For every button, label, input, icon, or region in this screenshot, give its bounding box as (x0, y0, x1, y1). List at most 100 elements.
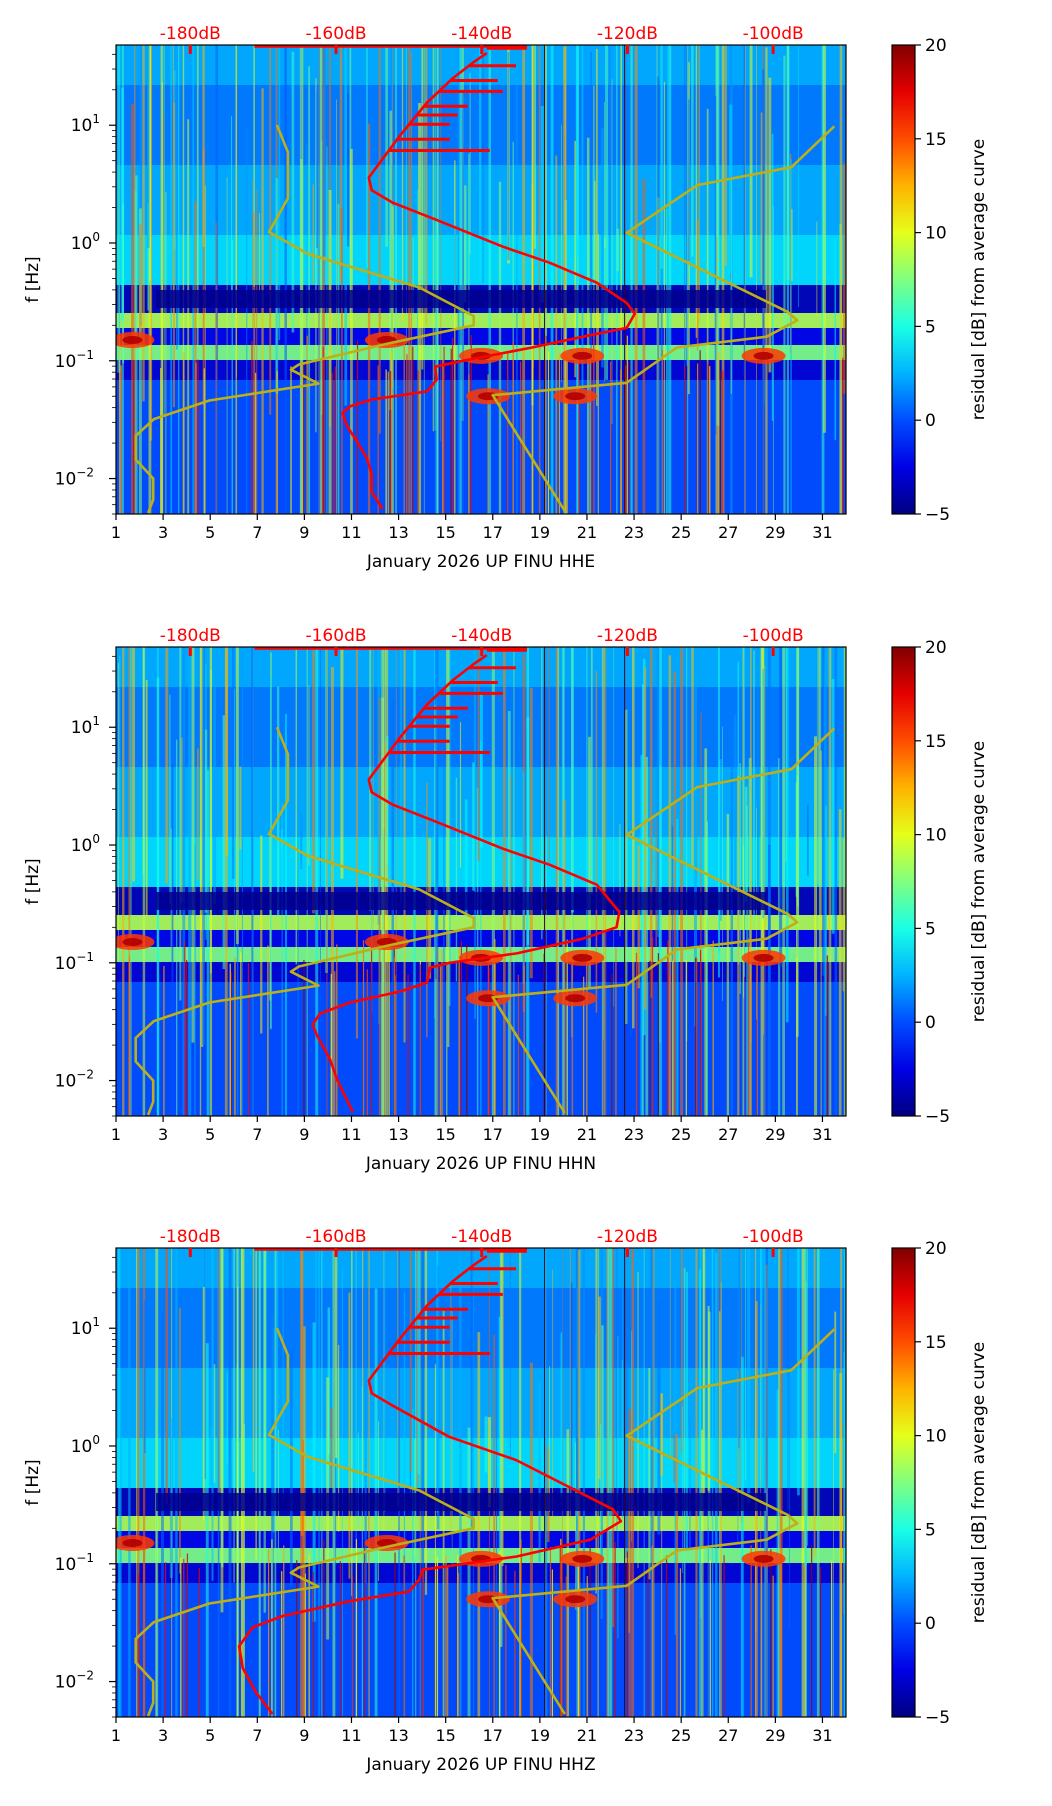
y-axis-tick-label: 10−2 (55, 1669, 94, 1693)
nhnm-curve (491, 727, 836, 1114)
colorbar-tick-label: 20 (925, 36, 947, 56)
colorbar-tick-label: 20 (925, 1239, 947, 1259)
colorbar (891, 44, 916, 515)
colorbar (891, 646, 916, 1117)
colorbar-tick-label: 5 (925, 919, 936, 939)
x-axis-tick-label: 1 (111, 523, 121, 542)
x-axis-tick-label: 15 (435, 523, 455, 542)
x-axis-tick-label: 31 (812, 523, 832, 542)
y-axis-tick-label: 10−1 (55, 348, 94, 372)
y-axis-tick-label: 10−2 (55, 466, 94, 490)
colorbar-tick-label: 10 (925, 224, 947, 244)
colorbar-label: residual [dB] from average curve (969, 741, 989, 1022)
x-axis-tick-label: 21 (577, 1125, 597, 1144)
x-axis-tick-label: 1 (111, 1125, 121, 1144)
x-axis-tick-label: 27 (718, 1125, 738, 1144)
y-axis-tick-label: 10−2 (55, 1068, 94, 1092)
nlnm-curve (134, 726, 476, 1116)
x-axis-tick-label: 15 (435, 1726, 455, 1745)
x-axis-tick-label: 17 (483, 1125, 503, 1144)
db-axis-tick-label: -180dB (160, 626, 221, 646)
x-axis-tick-label: 13 (388, 523, 408, 542)
spectrogram-panel-hhz: -180dB -160dB -140dB -120dB -100dB 1 3 5 7 9 11 13 1… (0, 1203, 1052, 1805)
x-axis-tick-label: 3 (158, 1726, 168, 1745)
colorbar-tick-label: 0 (925, 411, 936, 431)
average-psd-curve (341, 52, 637, 510)
db-axis-tick-label: -120dB (597, 1227, 658, 1247)
colorbar-tick-label: −5 (925, 1107, 950, 1127)
y-axis-tick-label: 10−1 (55, 950, 94, 974)
y-axis-tick-label: 10−1 (55, 1551, 94, 1575)
nlnm-curve (134, 124, 476, 514)
x-axis-tick-label: 25 (671, 1125, 691, 1144)
db-axis-tick-label: -180dB (160, 1227, 221, 1247)
colorbar-tick-label: 15 (925, 130, 947, 150)
colorbar-label: residual [dB] from average curve (969, 1342, 989, 1623)
db-axis-tick-label: -100dB (743, 626, 804, 646)
x-axis-tick-label: 7 (252, 523, 262, 542)
colorbar-tick-label: −5 (925, 505, 950, 525)
db-axis-tick-label: -120dB (597, 24, 658, 44)
x-axis-tick-label: 13 (388, 1726, 408, 1745)
db-axis-tick-label: -120dB (597, 626, 658, 646)
db-axis-tick-label: -100dB (743, 1227, 804, 1247)
x-axis-tick-label: 13 (388, 1125, 408, 1144)
x-axis-tick-label: 5 (205, 523, 215, 542)
x-axis-tick-label: 19 (530, 1726, 550, 1745)
x-axis-tick-label: 1 (111, 1726, 121, 1745)
spectrogram-image (116, 45, 846, 514)
y-axis-label: f [Hz] (23, 1459, 43, 1505)
db-axis-tick-label: -180dB (160, 24, 221, 44)
colorbar-tick-label: 5 (925, 1520, 936, 1540)
colorbar-tick-label: 15 (925, 732, 947, 752)
x-axis-tick-label: 15 (435, 1125, 455, 1144)
db-axis-tick-label: -160dB (305, 24, 366, 44)
x-axis-tick-label: 3 (158, 523, 168, 542)
y-axis-tick-label: 101 (71, 714, 100, 738)
y-axis-tick-label: 101 (71, 1315, 100, 1339)
x-axis-tick-label: 5 (205, 1726, 215, 1745)
x-axis-tick-label: 25 (671, 1726, 691, 1745)
x-axis-tick-label: 21 (577, 523, 597, 542)
x-axis-tick-label: 17 (483, 1726, 503, 1745)
x-axis-tick-label: 9 (299, 523, 309, 542)
colorbar-tick-label: −5 (925, 1708, 950, 1728)
y-axis-tick-label: 100 (71, 832, 100, 856)
colorbar-tick-label: 0 (925, 1013, 936, 1033)
x-axis-label: January 2026 UP FINU HHN (365, 1154, 596, 1174)
colorbar-tick-label: 10 (925, 826, 947, 846)
colorbar-tick-label: 5 (925, 317, 936, 337)
db-axis-tick-label: -160dB (305, 1227, 366, 1247)
y-axis-label: f [Hz] (23, 256, 43, 302)
y-axis-label: f [Hz] (23, 858, 43, 904)
x-axis-label: January 2026 UP FINU HHZ (365, 1755, 595, 1775)
x-axis-tick-label: 11 (341, 523, 361, 542)
nlnm-curve (134, 1327, 476, 1717)
colorbar-tick-label: 20 (925, 638, 947, 658)
nhnm-curve (491, 1328, 836, 1715)
colorbar-tick-label: 15 (925, 1333, 947, 1353)
db-axis-tick-label: -140dB (451, 1227, 512, 1247)
x-axis-tick-label: 11 (341, 1125, 361, 1144)
x-axis-tick-label: 23 (624, 1726, 644, 1745)
spectrogram-panel-hhn: -180dB -160dB -140dB -120dB -100dB 1 3 5 7 9 11 13 1… (0, 602, 1052, 1204)
x-axis-tick-label: 11 (341, 1726, 361, 1745)
db-axis-tick-label: -140dB (451, 626, 512, 646)
x-axis-tick-label: 9 (299, 1726, 309, 1745)
average-psd-curve (237, 1255, 623, 1715)
x-axis-tick-label: 19 (530, 1125, 550, 1144)
db-axis-tick-label: -160dB (305, 626, 366, 646)
y-axis-tick-label: 100 (71, 230, 100, 254)
x-axis-tick-label: 17 (483, 523, 503, 542)
colorbar (891, 1247, 916, 1718)
colorbar-tick-label: 0 (925, 1614, 936, 1634)
x-axis-tick-label: 23 (624, 523, 644, 542)
x-axis-tick-label: 7 (252, 1125, 262, 1144)
x-axis-tick-label: 7 (252, 1726, 262, 1745)
colorbar-tick-label: 10 (925, 1427, 947, 1447)
colorbar-label: residual [dB] from average curve (969, 139, 989, 420)
x-axis-tick-label: 23 (624, 1125, 644, 1144)
